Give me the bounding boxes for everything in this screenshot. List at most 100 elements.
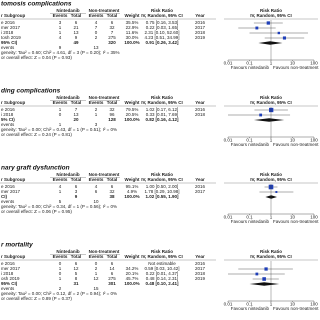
column-group: Nintedanib [56,172,80,177]
column-header: Events [89,13,104,18]
effect-square [255,272,259,276]
risk-ratio: 0.75 [0.16, 3.53] [146,20,179,25]
total-risk-ratio: 0.82 [0.16, 4.12] [145,117,179,122]
tick-label: 10 [290,138,296,143]
tick-label: 100 [310,61,318,66]
tick-label: 0.01 [224,302,233,307]
risk-ratio: 2.31 [0.10, 52.60] [144,30,179,35]
count: 1 [59,25,62,30]
total-risk-ratio: 0.91 [0.26, 3.42] [145,40,179,45]
weight: 11.6% [126,30,138,35]
count: 275 [108,35,116,40]
tick-label: 0.1 [246,138,253,143]
study: e 2016 [1,107,15,112]
tick-label: 10 [290,215,296,220]
total-weight: 100.0% [124,281,139,286]
count: 21 [73,25,79,30]
effect-square [282,36,287,40]
risk-ratio: 1.02 [0.17, 6.12] [146,107,179,112]
count: 1 [95,112,98,117]
tick-label: 0.1 [246,61,253,66]
overall-effect: or overall effect: Z = 0.24 (P = 0.81) [1,132,72,137]
count: 4 [95,184,98,189]
favours-right: Favours non-treatment [273,219,319,224]
favours-right: Favours non-treatment [273,142,319,147]
effect-square [275,191,278,193]
panel-title: r mortality [1,242,33,249]
total-weight: 100.0% [124,194,139,199]
effect-square [269,107,274,113]
favours-left: Favours nintedanib [231,219,270,224]
column-header: IV, Random, 95% CI [250,13,292,18]
column-header: Weight [125,100,140,105]
tick-label: 1 [270,215,273,220]
risk-ratio: 1.78 [0.29, 10.98] [144,189,179,194]
events-count: 9 [59,45,62,50]
events-count: 15 [93,286,99,291]
study: tosh 2019 [1,35,21,40]
count: 5 [75,271,78,276]
effect-square [255,26,259,30]
count: 2 [95,35,98,40]
events-count: 13 [93,45,99,50]
column-header: Weight [125,13,140,18]
study: mer 2017 [1,266,21,271]
year: 2017 [195,189,206,194]
count: 6 [75,261,78,266]
count: 12 [73,266,79,271]
events-count: 10 [93,199,99,204]
count: 14 [109,266,115,271]
column-header: IV, Random, 95% CI [141,100,183,105]
count: 6 [111,261,114,266]
count: 7 [75,107,78,112]
count: 6 [95,189,98,194]
count: 1 [59,266,62,271]
weight: 95.1% [126,184,139,189]
overall-effect: or overall effect: Z = 0.06 (P = 0.95) [1,209,72,214]
overall-effect: or overall effect: Z = 0.89 (P = 0.37) [1,296,72,301]
column-group: Risk Ratio [151,249,173,254]
total-count: 128 [108,117,116,122]
count: 2 [95,266,98,271]
column-header: Total [107,177,117,182]
column-header: IV, Random, 95% CI [141,177,183,182]
study: i 2018 [1,271,14,276]
count: 3 [75,189,78,194]
total-count: 49 [73,40,79,45]
favours-left: Favours nintedanib [231,142,270,147]
weight: 34.2% [126,266,139,271]
column-header: Weight [125,177,140,182]
study: i 2018 [1,30,14,35]
tick-label: 100 [310,302,318,307]
column-header: IV, Random, 95% CI [141,13,183,18]
count: 12 [93,276,99,281]
column-header: Events [53,254,68,259]
column-header: Year [195,13,205,18]
total-risk-ratio: 0.48 [0.10, 2.41] [145,281,179,286]
column-header: r Subgroup [1,177,25,182]
study: mer 2017 [1,189,21,194]
total-count: 9 [75,194,78,199]
year: 2018 [195,30,206,35]
year: 2016 [195,20,206,25]
column-group: Nintedanib [56,95,80,100]
weight: 30.0% [126,35,139,40]
count: 96 [109,112,115,117]
risk-ratio: 0.22 [0.03, 1.65] [146,25,179,30]
count: 1 [59,107,62,112]
study: e 2016 [1,20,15,25]
count: 1 [95,271,98,276]
heterogeneity: geneity: Tau² = 0.00; Chi² = 0.34, df = … [1,204,117,209]
column-header: IV, Random, 95% CI [250,254,292,259]
year: 2017 [195,25,206,30]
total-count: 301 [108,281,116,286]
column-group: Risk Ratio [151,95,173,100]
count: 6 [111,271,114,276]
effect-square [266,21,270,25]
study: i 2018 [1,112,14,117]
risk-ratio: 0.22 [0.01, 4.37] [146,271,179,276]
count: 2 [95,107,98,112]
tick-label: 100 [310,215,318,220]
count: 4 [59,35,62,40]
